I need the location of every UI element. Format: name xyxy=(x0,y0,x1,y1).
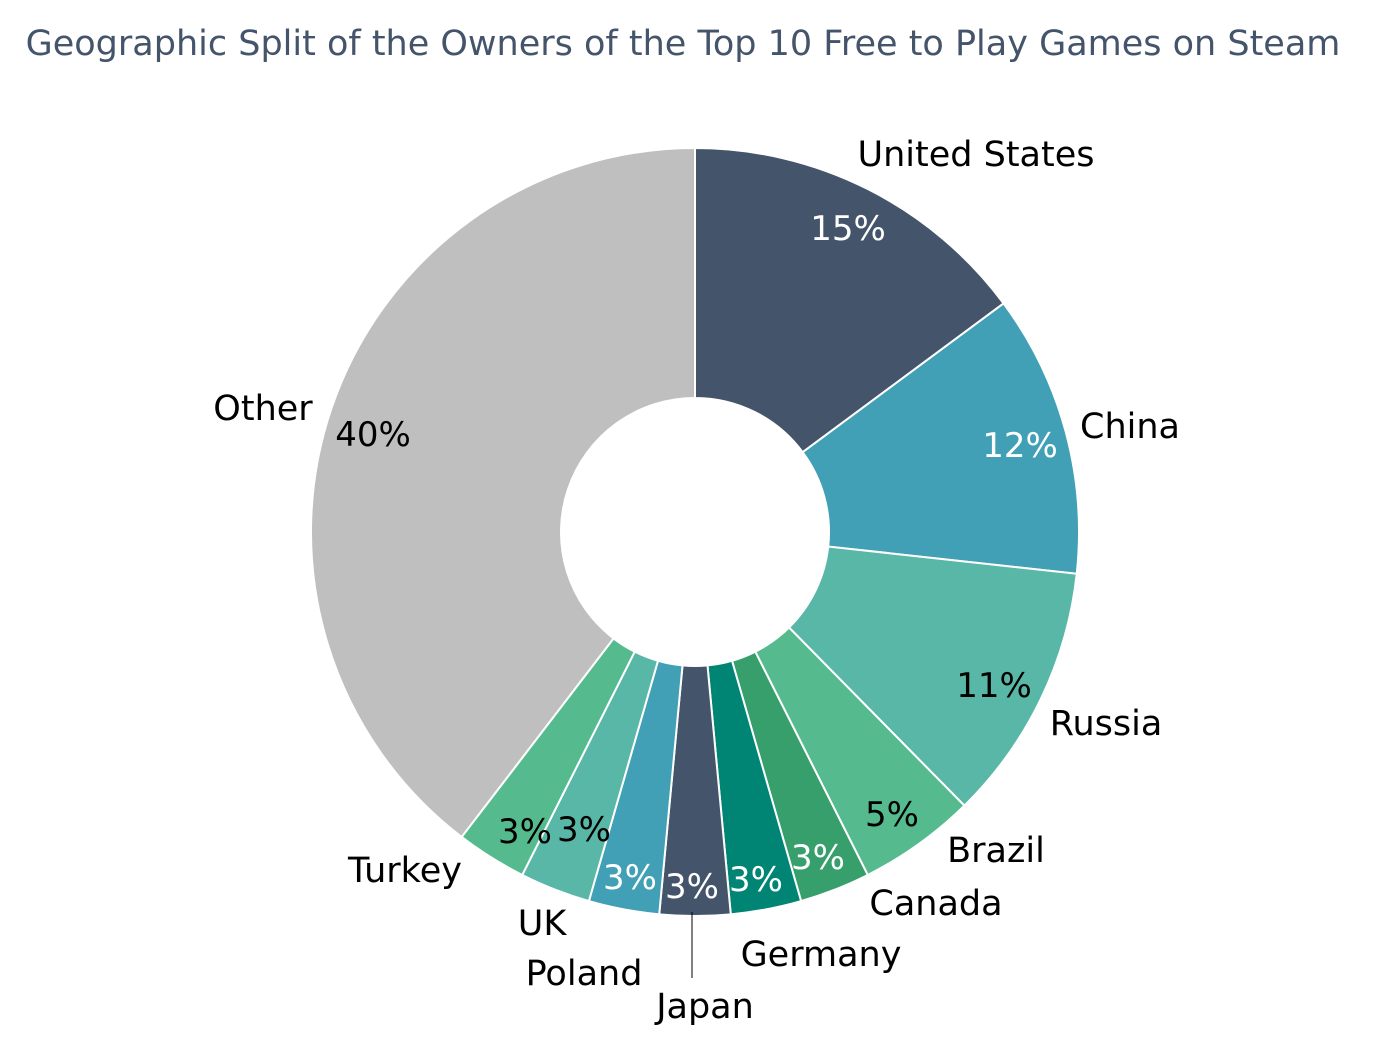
value-label-russia: 11% xyxy=(956,666,1032,706)
slice-russia xyxy=(787,545,1078,808)
category-label-canada: Canada xyxy=(869,884,1002,924)
value-label-uk: 3% xyxy=(557,810,611,850)
category-label-russia: Russia xyxy=(1050,704,1163,744)
slice-other xyxy=(310,146,696,839)
value-label-poland: 3% xyxy=(603,858,657,898)
value-label-china: 12% xyxy=(982,426,1058,466)
value-labels: 15%12%11%5%3%3%3%3%3%3%40% xyxy=(335,209,1058,907)
chart-title: Geographic Split of the Owners of the To… xyxy=(25,24,1341,64)
value-label-germany: 3% xyxy=(729,860,783,900)
value-label-united-states: 15% xyxy=(810,209,886,249)
value-label-other: 40% xyxy=(335,415,411,455)
donut-slices xyxy=(310,146,1080,917)
category-label-poland: Poland xyxy=(526,954,643,994)
value-label-turkey: 3% xyxy=(498,812,552,852)
category-label-uk: UK xyxy=(518,904,568,944)
category-label-turkey: Turkey xyxy=(347,851,462,891)
category-label-united-states: United States xyxy=(857,135,1094,175)
value-label-brazil: 5% xyxy=(865,795,919,835)
category-label-other: Other xyxy=(213,389,313,429)
category-label-germany: Germany xyxy=(741,935,902,975)
value-label-japan: 3% xyxy=(665,867,719,907)
slice-china xyxy=(801,302,1080,575)
slice-united-states xyxy=(694,146,1005,454)
category-label-brazil: Brazil xyxy=(947,831,1045,871)
category-label-japan: Japan xyxy=(654,987,754,1027)
category-label-china: China xyxy=(1080,407,1180,447)
category-labels: United States China Russia Brazil Canada Germ… xyxy=(213,135,1180,1027)
value-label-canada: 3% xyxy=(791,838,845,878)
